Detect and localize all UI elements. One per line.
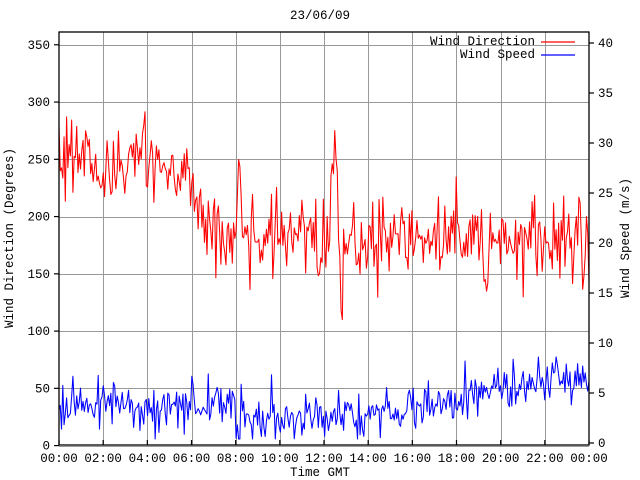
svg-text:0: 0 (598, 437, 606, 451)
svg-text:20:00: 20:00 (482, 452, 520, 466)
svg-text:00:00: 00:00 (570, 452, 608, 466)
svg-text:10:00: 10:00 (261, 452, 299, 466)
svg-text:23/06/09: 23/06/09 (290, 9, 350, 23)
svg-text:350: 350 (27, 39, 50, 53)
svg-text:10: 10 (598, 337, 613, 351)
svg-text:250: 250 (27, 153, 50, 167)
svg-text:00:00: 00:00 (40, 452, 78, 466)
svg-text:30: 30 (598, 137, 613, 151)
svg-text:150: 150 (27, 268, 50, 282)
svg-text:22:00: 22:00 (526, 452, 564, 466)
svg-text:40: 40 (598, 37, 613, 51)
svg-text:35: 35 (598, 87, 613, 101)
svg-text:16:00: 16:00 (394, 452, 432, 466)
svg-text:08:00: 08:00 (217, 452, 255, 466)
svg-text:200: 200 (27, 211, 50, 225)
svg-text:20: 20 (598, 237, 613, 251)
svg-text:Wind Speed: Wind Speed (460, 48, 535, 62)
svg-text:04:00: 04:00 (129, 452, 167, 466)
svg-text:06:00: 06:00 (173, 452, 211, 466)
svg-text:12:00: 12:00 (305, 452, 343, 466)
svg-text:02:00: 02:00 (84, 452, 122, 466)
svg-text:18:00: 18:00 (438, 452, 476, 466)
svg-text:5: 5 (598, 387, 606, 401)
svg-text:100: 100 (27, 325, 50, 339)
svg-text:25: 25 (598, 187, 613, 201)
svg-text:50: 50 (35, 382, 50, 396)
svg-text:Time GMT: Time GMT (290, 466, 351, 480)
svg-text:300: 300 (27, 96, 50, 110)
svg-text:Wind Direction (Degrees): Wind Direction (Degrees) (3, 148, 17, 328)
svg-text:14:00: 14:00 (349, 452, 387, 466)
svg-text:Wind Direction: Wind Direction (430, 35, 535, 49)
svg-text:Wind Speed (m/s): Wind Speed (m/s) (619, 178, 633, 298)
svg-text:15: 15 (598, 287, 613, 301)
